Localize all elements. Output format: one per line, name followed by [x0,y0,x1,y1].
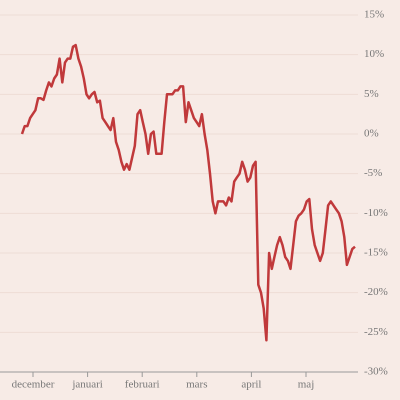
y-tick-label: -10% [364,207,388,219]
y-tick-label: -5% [364,167,382,179]
x-tick-label: mars [186,379,207,391]
y-tick-label: -15% [364,247,388,259]
x-tick-label: januari [71,379,103,391]
x-tick-label: februari [125,379,160,391]
y-tick-label: 0% [364,128,379,140]
y-tick-label: 5% [364,88,379,100]
y-tick-label: -25% [364,326,388,338]
line [20,43,356,342]
y-tick-label: -30% [364,366,388,378]
x-tick-label: december [12,379,55,391]
y-tick-label: 10% [364,48,384,60]
x-tick-label: april [241,379,261,391]
x-tick-label: maj [298,379,315,391]
y-tick-label: 15% [364,9,384,21]
y-tick-label: -20% [364,286,388,298]
